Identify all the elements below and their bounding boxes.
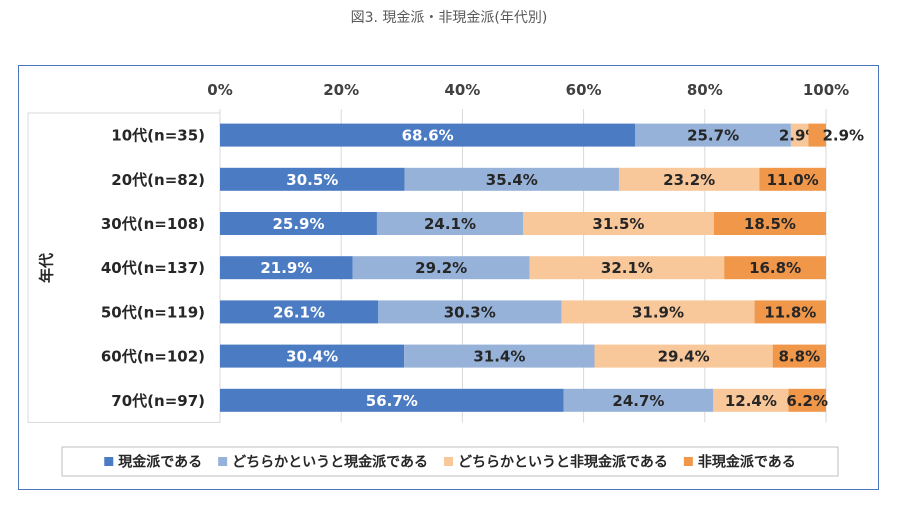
category-label: 40代(n=137) [101,259,205,277]
y-axis-title: 年代 [38,253,56,283]
legend-item: 非現金派である [683,454,796,471]
bar-segment [713,212,826,235]
data-label: 30.3% [444,303,496,321]
data-label: 30.4% [286,348,338,366]
category-label: 10代(n=35) [111,127,205,145]
legend-label: どちらかというと非現金派である [458,454,668,471]
bar-segment [529,256,725,280]
category-label: 30代(n=108) [101,215,205,233]
bar-segment [788,388,826,412]
bar-segment [523,212,714,235]
category-label: 70代(n=97) [111,392,205,410]
bar-segment [220,123,636,147]
legend-swatch [104,457,114,466]
data-label: 12.4% [725,392,777,410]
data-label: 8.8% [779,348,821,366]
data-label: 24.7% [612,392,664,410]
legend-item: どちらかというと非現金派である [444,454,668,471]
data-label: 25.7% [687,127,739,145]
x-tick-label: 40% [444,81,480,99]
bar-segment [713,388,789,412]
data-label: 24.1% [424,215,476,233]
x-tick-label: 60% [566,81,602,99]
bar-segment [724,256,826,280]
bar-segment [808,123,826,147]
category-label-panel [27,112,221,423]
bar-segment [220,388,564,412]
bar-segment [404,344,595,368]
category-label: 50代(n=119) [101,303,205,321]
data-label: 23.2% [663,171,715,189]
data-label: 29.2% [415,259,467,277]
bar-segment [220,344,405,368]
bar-segment [352,256,530,280]
x-tick-label: 80% [687,81,723,99]
data-label: 11.0% [767,171,819,189]
data-label: 11.8% [764,303,816,321]
bar-segment [220,300,379,324]
legend-swatch [218,457,228,466]
bar-segment [790,123,809,147]
legend-label: 現金派である [118,454,202,471]
data-label: 30.5% [286,171,338,189]
data-label: 31.5% [592,215,644,233]
legend-item: どちらかというと現金派である [218,454,428,471]
bar-segment [759,167,826,191]
x-tick-label: 20% [323,81,359,99]
bar-segment [594,344,773,368]
bar-segment [220,167,405,191]
data-label: 25.9% [272,215,324,233]
data-label: 31.4% [473,348,525,366]
x-tick-label: 100% [803,81,849,99]
legend-swatch [683,457,693,466]
data-label: 26.1% [273,303,325,321]
bar-segment [635,123,791,147]
bar-segment [618,167,760,191]
bar-segment [561,300,755,324]
legend-item: 現金派である [104,454,202,471]
data-label: 56.7% [366,392,418,410]
bar-segment [220,256,353,280]
data-label: 31.9% [632,303,684,321]
bar-segment [404,167,619,191]
legend-swatch [444,457,453,466]
legend-label: どちらかというと現金派である [232,454,428,471]
data-label: 2.9% [822,127,864,145]
data-label: 35.4% [486,171,538,189]
legend-items: 現金派である どちらかというと現金派である どちらかというと非現金派である 非現金派で… [104,454,796,471]
data-label: 29.4% [658,348,710,366]
data-label: 32.1% [601,259,653,277]
x-tick-label: 0% [207,81,232,99]
bar-segment [563,388,714,412]
bar-segment [772,344,826,368]
data-label: 18.5% [744,215,796,233]
bar-segment [754,300,826,324]
bar-segment [378,300,562,324]
data-label: 6.2% [786,392,828,410]
data-label: 21.9% [260,259,312,277]
category-label: 60代(n=102) [101,348,205,366]
bar-segment [376,212,523,235]
data-label: 16.8% [749,259,801,277]
category-label: 20代(n=82) [111,171,205,189]
chart-title: 図3. 現金派・非現金派(年代別) [350,10,548,26]
legend-label: 非現金派である [698,454,796,471]
data-label: 68.6% [402,127,454,145]
bar-segment [220,212,377,235]
